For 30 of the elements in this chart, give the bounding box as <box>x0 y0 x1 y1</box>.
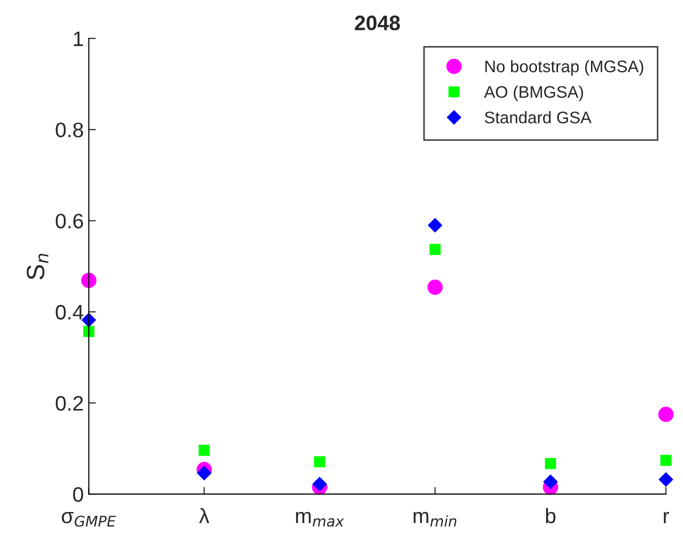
y-tick-label: 0 <box>73 487 84 502</box>
x-tick-label: r <box>664 512 670 524</box>
point <box>658 406 674 422</box>
y-tick-label: 0.4 <box>56 304 84 320</box>
legend-label: Standard GSA <box>484 111 592 124</box>
point <box>660 454 672 466</box>
y-tick-label: 1 <box>74 32 83 46</box>
y-tick-label: 0.8 <box>56 122 84 138</box>
y-axis-title: S$_{n}$ <box>26 254 48 280</box>
point <box>83 326 94 337</box>
x-tick-label: σ$_{GMPE}$ <box>62 512 116 527</box>
point <box>430 244 441 255</box>
point <box>658 472 674 487</box>
legend-label: No bootstrap (MGSA) <box>485 60 644 76</box>
x-tick-label: b <box>546 508 556 524</box>
y-tick-label: 0.2 <box>56 396 83 411</box>
point <box>197 466 212 480</box>
x-tick-label: m$_{min}$ <box>414 512 456 526</box>
legend-label: AO (BMGSA) <box>484 86 584 102</box>
point <box>312 476 327 492</box>
x-tick-label: m$_{max}$ <box>296 512 344 527</box>
point <box>543 474 558 489</box>
point <box>427 280 443 295</box>
chart-title: 2048 <box>354 16 400 30</box>
point <box>428 218 442 232</box>
point <box>544 458 556 470</box>
point <box>198 444 210 456</box>
x-tick-label: λ <box>199 508 210 524</box>
point <box>314 456 326 468</box>
y-tick-label: 0.6 <box>56 214 84 228</box>
